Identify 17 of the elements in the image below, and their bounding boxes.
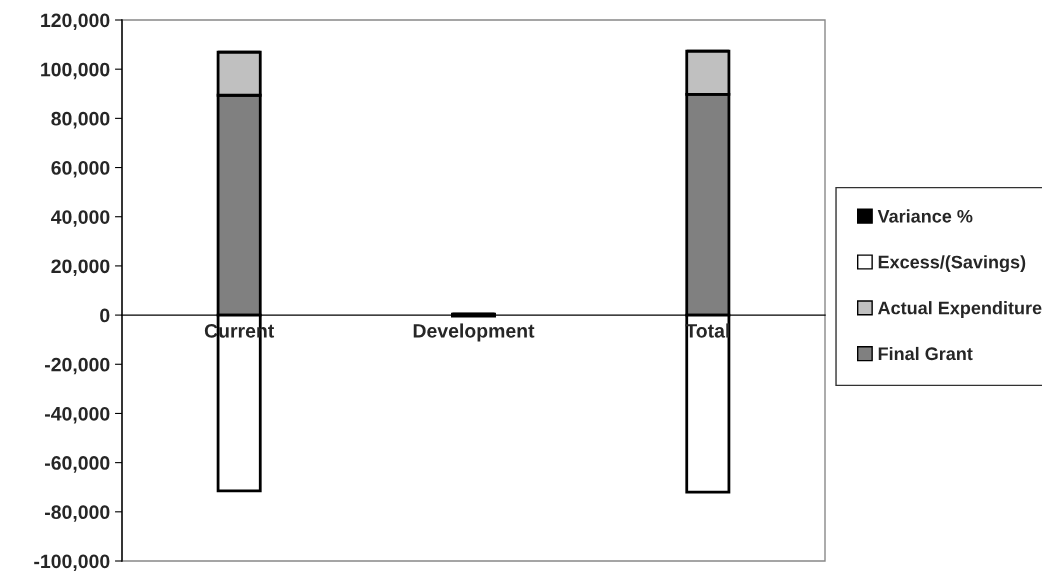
y-tick-label: -80,000 [45,505,110,522]
legend-label: Final Grant [878,346,973,361]
y-tick-label: -20,000 [45,357,110,375]
y-tick-label: 120,000 [41,13,110,31]
y-tick-label: -40,000 [45,406,110,424]
y-tick-label: 40,000 [51,210,110,227]
legend-label: Variance % [877,209,973,223]
legend-label: Actual Expenditure [878,301,1042,318]
y-tick-label: -60,000 [45,456,110,473]
legend-label: Excess/(Savings) [878,255,1026,273]
x-tick-label: Development [413,323,535,342]
y-tick-label: 100,000 [41,62,110,80]
y-tick-label: 60,000 [51,161,110,178]
y-tick-label: 20,000 [51,259,110,276]
y-tick-label: 0 [100,308,110,323]
y-tick-label: 80,000 [51,111,110,129]
y-tick-label: -100,000 [34,554,110,572]
